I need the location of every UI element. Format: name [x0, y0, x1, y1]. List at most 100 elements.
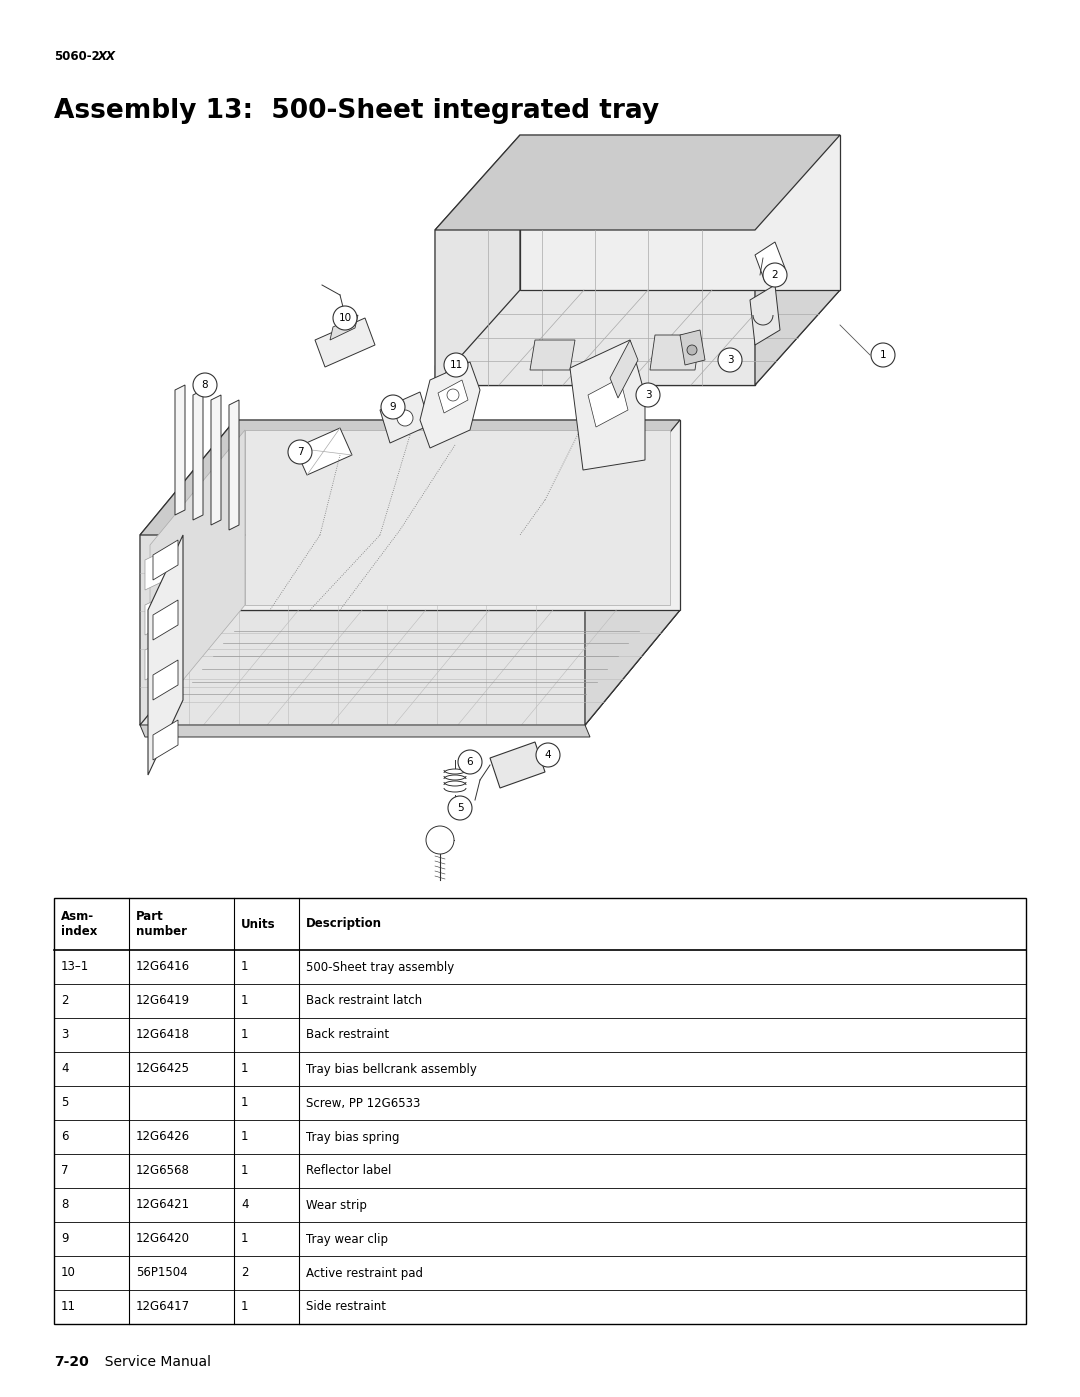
Circle shape: [397, 409, 413, 426]
Text: Active restraint pad: Active restraint pad: [306, 1267, 423, 1280]
Text: 10: 10: [338, 313, 352, 323]
Text: 1: 1: [241, 1130, 248, 1144]
Text: 3: 3: [727, 355, 733, 365]
Text: 2: 2: [241, 1267, 248, 1280]
Text: Wear strip: Wear strip: [306, 1199, 367, 1211]
Text: 10: 10: [60, 1267, 76, 1280]
Text: 1: 1: [241, 1028, 248, 1042]
Circle shape: [381, 395, 405, 419]
Polygon shape: [435, 136, 519, 386]
Polygon shape: [680, 330, 705, 365]
Circle shape: [458, 750, 482, 774]
Text: 1: 1: [880, 351, 887, 360]
Text: 12G6416: 12G6416: [136, 961, 190, 974]
Text: 4: 4: [544, 750, 551, 760]
Text: 1: 1: [241, 1232, 248, 1246]
Text: 12G6419: 12G6419: [136, 995, 190, 1007]
Text: 1: 1: [241, 961, 248, 974]
Text: 2: 2: [60, 995, 68, 1007]
Text: 11: 11: [449, 360, 462, 370]
Text: 4: 4: [241, 1199, 248, 1211]
Text: 7: 7: [297, 447, 303, 457]
Text: 7: 7: [60, 1165, 68, 1178]
Polygon shape: [140, 420, 680, 535]
Circle shape: [333, 306, 357, 330]
Text: 9: 9: [390, 402, 396, 412]
Text: Tray bias spring: Tray bias spring: [306, 1130, 400, 1144]
Polygon shape: [435, 365, 755, 386]
Text: 5: 5: [457, 803, 463, 813]
Circle shape: [636, 383, 660, 407]
Polygon shape: [755, 242, 785, 282]
Text: 2: 2: [772, 270, 779, 279]
Circle shape: [448, 796, 472, 820]
Polygon shape: [148, 535, 183, 775]
Text: 1: 1: [241, 995, 248, 1007]
Text: 8: 8: [60, 1199, 68, 1211]
Polygon shape: [211, 395, 221, 525]
Text: 56P1504: 56P1504: [136, 1267, 188, 1280]
Polygon shape: [153, 599, 178, 640]
Bar: [54, 898, 1026, 1324]
Text: 12G6420: 12G6420: [136, 1232, 190, 1246]
Polygon shape: [435, 231, 755, 386]
Text: 12G6426: 12G6426: [136, 1130, 190, 1144]
Text: 1: 1: [241, 1301, 248, 1313]
Circle shape: [426, 826, 454, 854]
Polygon shape: [153, 541, 178, 580]
Text: 9: 9: [60, 1232, 68, 1246]
Polygon shape: [145, 548, 170, 590]
Text: 3: 3: [60, 1028, 68, 1042]
Circle shape: [444, 353, 468, 377]
Text: 3: 3: [645, 390, 651, 400]
Polygon shape: [153, 659, 178, 700]
Text: 500-Sheet tray assembly: 500-Sheet tray assembly: [306, 961, 455, 974]
Polygon shape: [315, 319, 375, 367]
Text: 8: 8: [202, 380, 208, 390]
Text: Assembly 13:  500-Sheet integrated tray: Assembly 13: 500-Sheet integrated tray: [54, 98, 659, 124]
Polygon shape: [435, 291, 840, 386]
Polygon shape: [610, 339, 638, 398]
Text: 12G6417: 12G6417: [136, 1301, 190, 1313]
Text: 12G6421: 12G6421: [136, 1199, 190, 1211]
Polygon shape: [650, 335, 700, 370]
Polygon shape: [519, 136, 840, 291]
Polygon shape: [229, 400, 239, 529]
Text: 1: 1: [241, 1165, 248, 1178]
Polygon shape: [140, 535, 585, 725]
Text: 11: 11: [60, 1301, 76, 1313]
Polygon shape: [295, 427, 352, 475]
Text: 13–1: 13–1: [60, 961, 90, 974]
Text: Tray wear clip: Tray wear clip: [306, 1232, 388, 1246]
Polygon shape: [145, 592, 170, 636]
Circle shape: [536, 743, 561, 767]
Text: Back restraint: Back restraint: [306, 1028, 389, 1042]
Text: 12G6568: 12G6568: [136, 1165, 190, 1178]
Text: Side restraint: Side restraint: [306, 1301, 386, 1313]
Text: 7-20: 7-20: [54, 1355, 89, 1369]
Polygon shape: [235, 420, 680, 610]
Polygon shape: [585, 420, 680, 725]
Text: 6: 6: [60, 1130, 68, 1144]
Text: XX: XX: [98, 50, 116, 63]
Polygon shape: [438, 380, 468, 414]
Polygon shape: [193, 390, 203, 520]
Text: 6: 6: [467, 757, 473, 767]
Circle shape: [718, 348, 742, 372]
Polygon shape: [140, 610, 680, 725]
Polygon shape: [530, 339, 575, 370]
Polygon shape: [435, 136, 840, 231]
Polygon shape: [140, 420, 235, 725]
Text: 1: 1: [241, 1097, 248, 1109]
Polygon shape: [175, 386, 185, 515]
Circle shape: [762, 263, 787, 286]
Text: Units: Units: [241, 918, 275, 930]
Text: Screw, PP 12G6533: Screw, PP 12G6533: [306, 1097, 420, 1109]
Text: Part
number: Part number: [136, 909, 187, 937]
Text: 5: 5: [60, 1097, 68, 1109]
Polygon shape: [380, 393, 430, 443]
Circle shape: [687, 345, 697, 355]
Polygon shape: [750, 285, 780, 345]
Circle shape: [288, 440, 312, 464]
Text: Asm-
index: Asm- index: [60, 909, 97, 937]
